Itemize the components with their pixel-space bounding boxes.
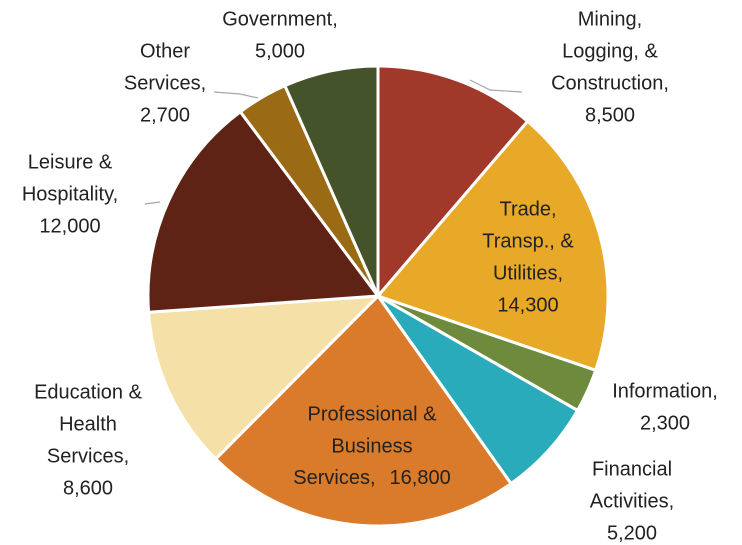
category-label: Education & [34, 381, 143, 403]
category-label: Information, [612, 380, 718, 402]
pie-slice [376, 64, 530, 301]
value-label: 12,000 [39, 215, 100, 237]
category-label: Construction, [551, 72, 669, 94]
value-label: 2,700 [140, 104, 190, 126]
category-label: Services, [47, 445, 129, 467]
data-label: Services, 16,800 [293, 467, 450, 489]
value-label: 8,600 [63, 477, 113, 499]
category-label: Leisure & [28, 151, 113, 173]
category-label: Hospitality, [22, 183, 118, 205]
category-label: Health [59, 413, 117, 435]
category-label: Transp., & [482, 230, 574, 252]
pie-slice [375, 119, 610, 373]
category-label: Business [331, 435, 412, 457]
category-label: Mining, [578, 8, 642, 30]
category-label: Logging, & [562, 40, 658, 62]
value-label: 5,200 [607, 522, 657, 544]
leader-line [144, 201, 161, 205]
category-label: Utilities, [493, 262, 563, 284]
pie-slice [282, 64, 380, 297]
category-label: Activities, [590, 490, 674, 512]
category-label: Services, [124, 72, 206, 94]
value-label: 14,300 [497, 294, 558, 316]
category-label: Government, [222, 8, 338, 30]
value-label: 2,300 [640, 412, 690, 434]
category-label: Services, [293, 467, 375, 489]
leader-line [213, 91, 259, 99]
category-label: Financial [592, 458, 672, 480]
category-label: Other [140, 40, 190, 62]
category-label: Trade, [499, 198, 556, 220]
value-label: 8,500 [585, 104, 635, 126]
category-label: Professional & [308, 403, 438, 425]
leader-line [469, 79, 523, 93]
pie-slice [146, 109, 381, 314]
value-label: 16,800 [390, 467, 451, 489]
pie-slice [146, 294, 382, 462]
pie-slice [213, 293, 514, 528]
value-label: 5,000 [255, 40, 305, 62]
